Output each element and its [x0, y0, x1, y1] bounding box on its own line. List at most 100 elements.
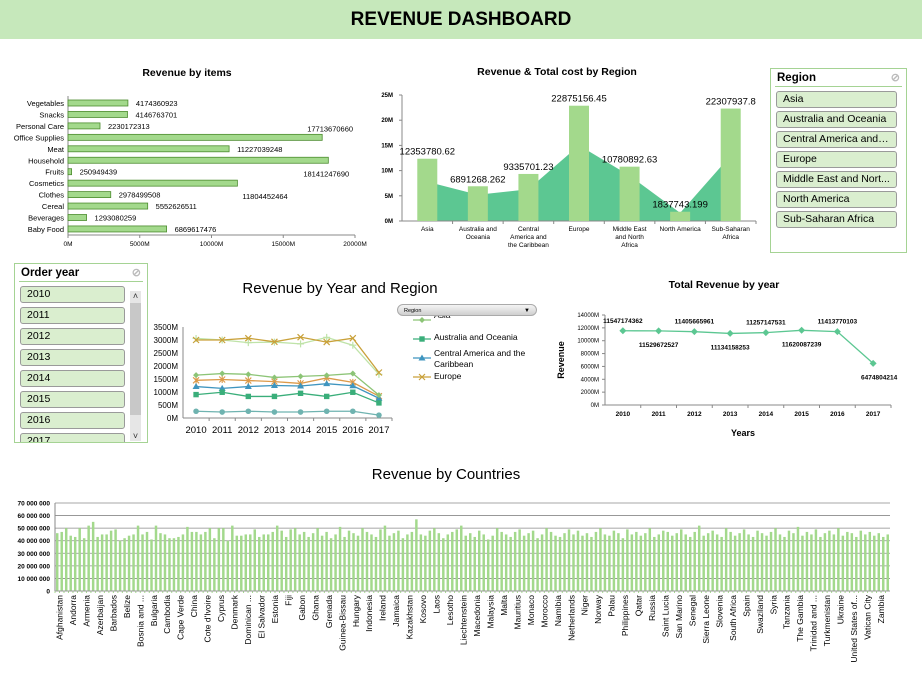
country-bar	[298, 534, 301, 591]
year-slicer-item[interactable]: 2017	[20, 433, 125, 442]
country-bar	[738, 533, 741, 591]
year-slicer-item[interactable]: 2011	[20, 307, 125, 324]
region-slicer-item[interactable]: North America	[776, 191, 897, 208]
country-bar	[608, 535, 611, 591]
bar	[67, 122, 101, 130]
country-label: United States of...	[849, 595, 859, 663]
country-label: Saint Lucia	[661, 595, 671, 637]
country-bar	[621, 538, 625, 591]
year-slicer-item[interactable]: 2010	[20, 286, 125, 303]
country-label: Namibia	[553, 595, 563, 626]
data-label: 6891268.262	[450, 174, 505, 185]
x-tick-label: 2016	[830, 411, 845, 418]
region-slicer-item[interactable]: Sub-Saharan Africa	[776, 211, 897, 228]
country-bar	[855, 536, 858, 591]
country-bar	[482, 534, 485, 591]
country-bar	[379, 529, 382, 591]
order-year-slicer: Order year ⊘ 2010 2011 2012 2013 2014 2015 2016…	[14, 263, 148, 443]
data-point	[245, 408, 252, 415]
country-bar	[163, 534, 167, 591]
country-bar	[518, 529, 521, 591]
data-label: 12353780.62	[400, 147, 455, 158]
y-tick-label: 20 000 000	[17, 563, 50, 570]
country-bar	[469, 533, 472, 591]
data-label: 11804452464	[242, 192, 287, 201]
country-bar	[249, 534, 252, 591]
x-tick-label: 2011	[212, 425, 232, 436]
year-slicer-item[interactable]: 2014	[20, 370, 125, 387]
scroll-up-icon[interactable]: ˄	[132, 291, 139, 301]
country-label: Niger	[580, 595, 590, 615]
x-tick-label: 2010	[616, 411, 631, 418]
y-tick-label: 1000M	[154, 388, 179, 397]
bar	[67, 225, 167, 233]
data-point	[869, 359, 877, 367]
country-bar	[105, 534, 108, 591]
country-label: South Africa	[728, 595, 738, 641]
country-bar	[792, 533, 795, 591]
year-slicer-item[interactable]: 2013	[20, 349, 125, 366]
country-bar	[78, 528, 81, 591]
total-revenue-ylabel: Revenue	[556, 341, 566, 379]
country-bar	[316, 528, 319, 591]
country-bar	[581, 535, 584, 591]
country-bar	[545, 528, 548, 591]
data-point	[833, 328, 841, 336]
country-bar	[536, 538, 539, 591]
country-bar	[868, 531, 872, 591]
country-bar	[823, 533, 827, 591]
data-label: 4146763701	[136, 110, 178, 119]
data-point	[690, 328, 698, 336]
country-bar	[590, 536, 593, 591]
y-tick-label: 6000M	[581, 364, 599, 370]
clear-filter-icon[interactable]: ⊘	[131, 267, 141, 279]
country-bar	[626, 529, 629, 591]
scrollbar-thumb[interactable]	[130, 303, 141, 415]
data-point	[244, 383, 252, 390]
country-bar	[392, 533, 396, 591]
order-year-slicer-title: Order year	[21, 267, 80, 279]
data-point	[350, 389, 356, 395]
y-tick-label: 15M	[381, 143, 393, 149]
data-point	[193, 408, 199, 415]
data-point	[726, 329, 734, 337]
country-label: Swaziland	[755, 595, 765, 634]
country-bar	[266, 534, 270, 591]
y-tick-label: 2500M	[154, 349, 179, 358]
country-bar	[177, 536, 180, 591]
data-point	[297, 409, 304, 415]
region-slicer-item[interactable]: Middle East and Nort...	[776, 171, 897, 188]
country-bar	[293, 528, 297, 591]
country-bar	[873, 535, 876, 591]
region-slicer-item[interactable]: Central America and t...	[776, 131, 897, 148]
year-slicer-scrollbar[interactable]: ˄ ˅	[130, 291, 141, 441]
data-label: 11227039248	[237, 145, 282, 154]
scroll-down-icon[interactable]: ˅	[132, 431, 139, 441]
year-slicer-item[interactable]: 2015	[20, 391, 125, 408]
clear-filter-icon[interactable]: ⊘	[890, 72, 900, 84]
country-bar	[150, 539, 153, 591]
country-bar	[181, 534, 185, 591]
country-label: Tanzania	[782, 595, 792, 629]
region-filter-dropdown[interactable]: Region ▼	[397, 304, 537, 316]
country-bar	[437, 533, 441, 591]
country-bar	[235, 535, 239, 591]
data-label: 11547174362	[603, 318, 643, 325]
country-bar	[477, 530, 481, 591]
bar	[67, 202, 149, 210]
year-slicer-item[interactable]: 2016	[20, 412, 125, 429]
country-bar	[329, 538, 333, 591]
region-slicer-item[interactable]: Australia and Oceania	[776, 111, 897, 128]
data-point	[349, 370, 356, 377]
country-bar	[711, 530, 714, 591]
year-slicer-item[interactable]: 2012	[20, 328, 125, 345]
country-bar	[850, 533, 854, 591]
region-slicer-item[interactable]: Asia	[776, 91, 897, 108]
country-bar	[491, 535, 494, 591]
series-line	[196, 391, 380, 404]
country-bar	[275, 525, 279, 591]
data-point	[323, 380, 331, 387]
country-label: Cape Verde	[176, 595, 186, 640]
category-label: Middle East and North Africa	[613, 226, 647, 249]
region-slicer-item[interactable]: Europe	[776, 151, 897, 168]
